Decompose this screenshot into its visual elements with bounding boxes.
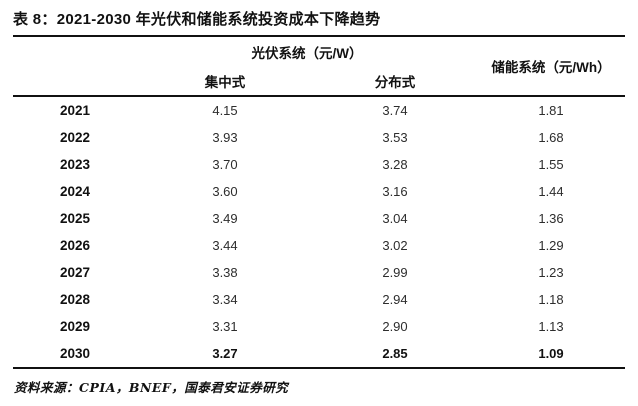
table-header: 光伏系统（元/W） 储能系统（元/Wh） 集中式 分布式 xyxy=(13,36,625,96)
source-note: 资料来源：CPIA，BNEF，国泰君安证券研究 xyxy=(14,380,289,395)
centralized-cell: 3.70 xyxy=(212,157,238,172)
centralized-cell: 3.44 xyxy=(212,238,238,253)
centralized-cell: 3.31 xyxy=(212,319,238,334)
centralized-cell: 3.34 xyxy=(212,292,238,307)
year-cell: 2024 xyxy=(59,184,91,199)
storage-cell: 1.55 xyxy=(538,157,564,172)
distributed-cell: 3.02 xyxy=(382,238,408,253)
year-cell: 2025 xyxy=(59,211,91,226)
year-cell: 2028 xyxy=(59,292,91,307)
table-row: 2027 3.38 2.99 1.23 xyxy=(13,259,625,286)
header-sub-row: 集中式 分布式 xyxy=(13,67,625,96)
storage-cell: 1.36 xyxy=(538,211,564,226)
centralized-cell: 3.49 xyxy=(212,211,238,226)
distributed-cell: 3.74 xyxy=(382,103,408,118)
distributed-cell: 3.04 xyxy=(382,211,408,226)
header-distributed: 分布式 xyxy=(374,75,416,90)
storage-cell: 1.44 xyxy=(538,184,564,199)
year-cell: 2023 xyxy=(59,157,91,172)
header-pv-group: 光伏系统（元/W） xyxy=(251,46,363,61)
centralized-cell: 4.15 xyxy=(212,103,238,118)
table-row: 2025 3.49 3.04 1.36 xyxy=(13,205,625,232)
table-title: 表 8：2021-2030 年光伏和储能系统投资成本下降趋势 xyxy=(13,11,381,28)
storage-cell: 1.29 xyxy=(538,238,564,253)
table-row: 2029 3.31 2.90 1.13 xyxy=(13,313,625,340)
header-centralized: 集中式 xyxy=(204,75,246,90)
header-empty-cell xyxy=(13,36,137,67)
storage-cell: 1.81 xyxy=(538,103,564,118)
centralized-cell: 3.27 xyxy=(212,346,238,361)
distributed-cell: 2.90 xyxy=(382,319,408,334)
storage-cell: 1.18 xyxy=(538,292,564,307)
distributed-cell: 3.53 xyxy=(382,130,408,145)
table-row: 2028 3.34 2.94 1.18 xyxy=(13,286,625,313)
year-cell: 2027 xyxy=(59,265,91,280)
table-row: 2026 3.44 3.02 1.29 xyxy=(13,232,625,259)
header-group-row: 光伏系统（元/W） 储能系统（元/Wh） xyxy=(13,36,625,75)
storage-cell: 1.23 xyxy=(538,265,564,280)
year-cell: 2021 xyxy=(59,103,91,118)
distributed-cell: 3.16 xyxy=(382,184,408,199)
table-row: 2024 3.60 3.16 1.44 xyxy=(13,178,625,205)
centralized-cell: 3.93 xyxy=(212,130,238,145)
storage-cell: 1.13 xyxy=(538,319,564,334)
centralized-cell: 3.38 xyxy=(212,265,238,280)
centralized-cell: 3.60 xyxy=(212,184,238,199)
header-storage-group: 储能系统（元/Wh） xyxy=(491,60,611,75)
table-body: 2021 4.15 3.74 1.81 2022 3.93 3.53 1.68 … xyxy=(13,96,625,368)
header-empty-cell xyxy=(13,67,137,96)
cost-table: 光伏系统（元/W） 储能系统（元/Wh） 集中式 分布式 2021 4.15 3… xyxy=(13,35,625,369)
year-cell: 2030 xyxy=(59,346,91,361)
distributed-cell: 2.99 xyxy=(382,265,408,280)
table-row: 2022 3.93 3.53 1.68 xyxy=(13,124,625,151)
storage-cell: 1.09 xyxy=(538,346,564,361)
storage-cell: 1.68 xyxy=(538,130,564,145)
distributed-cell: 3.28 xyxy=(382,157,408,172)
distributed-cell: 2.94 xyxy=(382,292,408,307)
year-cell: 2029 xyxy=(59,319,91,334)
table-row: 2023 3.70 3.28 1.55 xyxy=(13,151,625,178)
table-row: 2021 4.15 3.74 1.81 xyxy=(13,96,625,124)
table-row-final-year: 2030 3.27 2.85 1.09 xyxy=(13,340,625,368)
distributed-cell: 2.85 xyxy=(382,346,408,361)
year-cell: 2022 xyxy=(59,130,91,145)
year-cell: 2026 xyxy=(59,238,91,253)
